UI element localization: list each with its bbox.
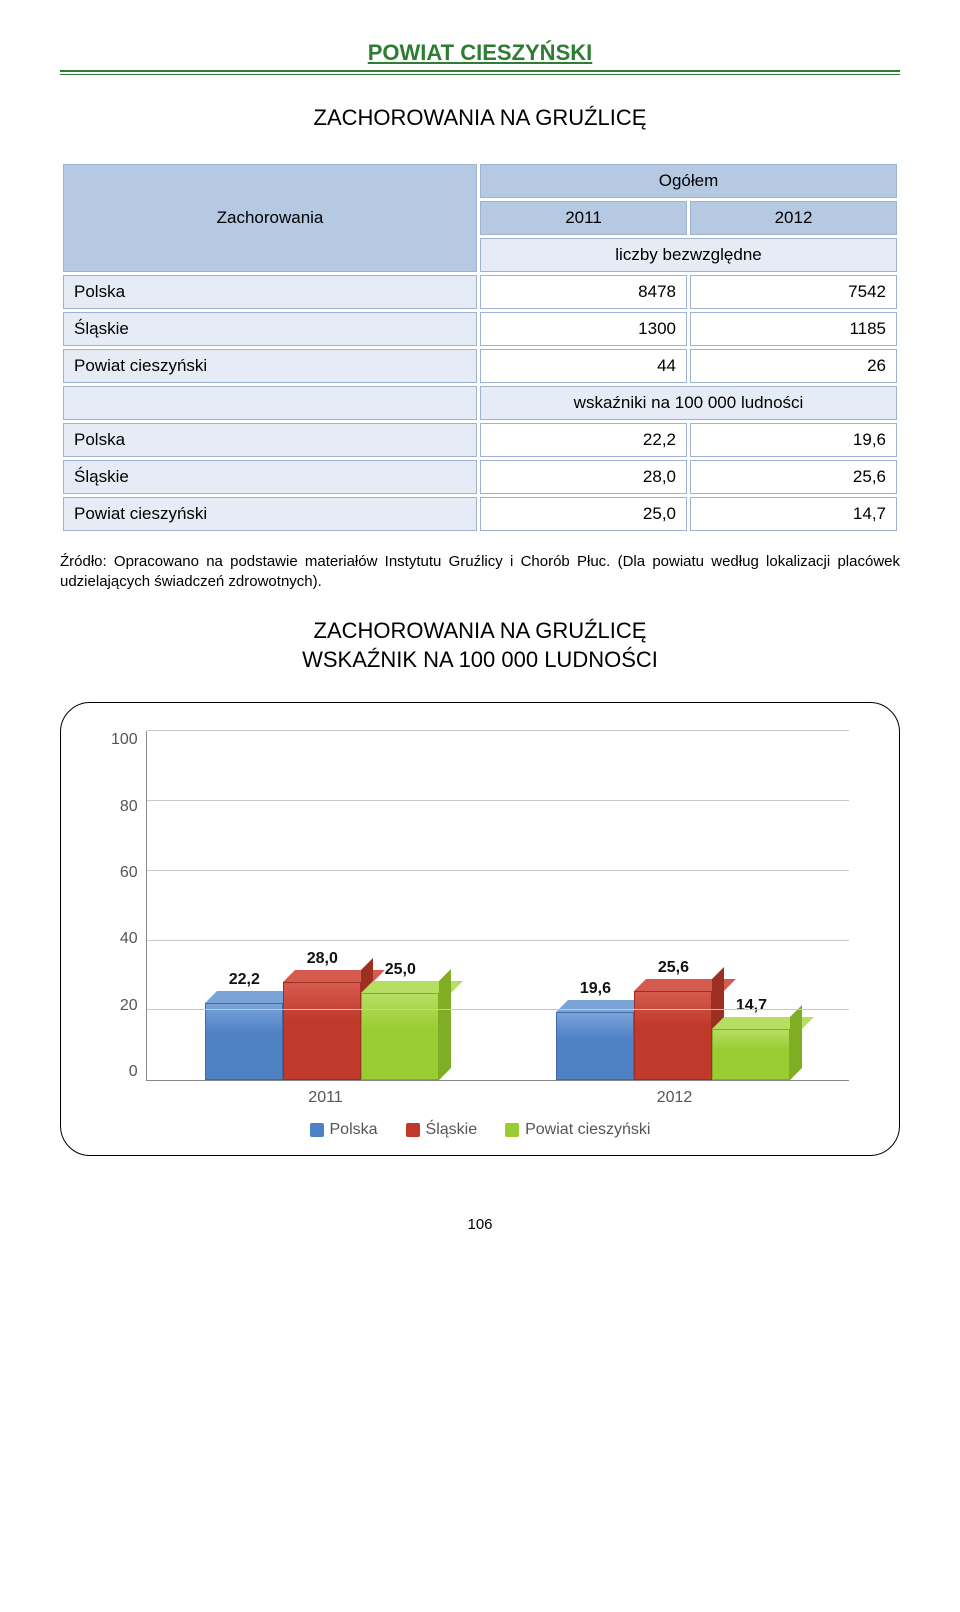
gridline bbox=[147, 1009, 849, 1010]
y-tick-label: 80 bbox=[120, 798, 138, 816]
chart-frame: 100806040200 22,228,025,019,625,614,7 20… bbox=[60, 702, 900, 1156]
cell-label: Polska bbox=[63, 275, 477, 309]
y-tick-label: 0 bbox=[129, 1063, 138, 1081]
cell-label: Polska bbox=[63, 423, 477, 457]
cell-val: 44 bbox=[480, 349, 687, 383]
y-tick-label: 40 bbox=[120, 930, 138, 948]
cell-val: 26 bbox=[690, 349, 897, 383]
cell-val: 28,0 bbox=[480, 460, 687, 494]
bar: 22,2 bbox=[205, 1003, 283, 1080]
header-rule-2 bbox=[60, 74, 900, 75]
chart-title-line2: WSKAŹNIK NA 100 000 LUDNOŚCI bbox=[302, 647, 658, 672]
plot: 22,228,025,019,625,614,7 bbox=[146, 731, 849, 1081]
bar-value-label: 25,0 bbox=[361, 961, 439, 979]
bar-side bbox=[790, 1005, 802, 1080]
y-tick-label: 60 bbox=[120, 864, 138, 882]
cell-spacer bbox=[63, 386, 477, 420]
x-tick-label: 2011 bbox=[151, 1089, 500, 1107]
cell-label: Powiat cieszyński bbox=[63, 497, 477, 531]
th-year-0: 2011 bbox=[480, 201, 687, 235]
cell-val: 22,2 bbox=[480, 423, 687, 457]
bar: 19,6 bbox=[556, 1012, 634, 1080]
bars-wrap: 22,228,025,019,625,614,7 bbox=[147, 731, 849, 1080]
th-sub1: liczby bezwzględne bbox=[480, 238, 897, 272]
gridline bbox=[147, 870, 849, 871]
bar-side bbox=[439, 969, 451, 1080]
th-sub2: wskaźniki na 100 000 ludności bbox=[480, 386, 897, 420]
bar: 14,7 bbox=[712, 1029, 790, 1080]
cell-val: 7542 bbox=[690, 275, 897, 309]
header-rule-1 bbox=[60, 70, 900, 72]
x-tick-label: 2012 bbox=[500, 1089, 849, 1107]
chart-title-line1: ZACHOROWANIA NA GRUŹLICĘ bbox=[314, 618, 647, 643]
cell-label: Śląskie bbox=[63, 312, 477, 346]
bar: 25,0 bbox=[361, 993, 439, 1080]
cell-val: 19,6 bbox=[690, 423, 897, 457]
gridline bbox=[147, 800, 849, 801]
source-note: Źródło: Opracowano na podstawie materiał… bbox=[60, 552, 900, 591]
chart-title: ZACHOROWANIA NA GRUŹLICĘ WSKAŹNIK NA 100… bbox=[60, 617, 900, 674]
bar-front bbox=[556, 1012, 634, 1080]
cell-val: 1300 bbox=[480, 312, 687, 346]
legend-swatch bbox=[505, 1123, 519, 1137]
cell-val: 14,7 bbox=[690, 497, 897, 531]
x-axis-labels: 20112012 bbox=[151, 1089, 849, 1107]
bar-value-label: 28,0 bbox=[283, 950, 361, 968]
legend-label: Śląskie bbox=[426, 1121, 478, 1139]
legend-item: Polska bbox=[310, 1121, 378, 1139]
page-number: 106 bbox=[60, 1216, 900, 1233]
th-year-1: 2012 bbox=[690, 201, 897, 235]
legend-label: Polska bbox=[330, 1121, 378, 1139]
y-tick-label: 20 bbox=[120, 997, 138, 1015]
bar-front bbox=[205, 1003, 283, 1080]
cell-val: 25,0 bbox=[480, 497, 687, 531]
bar-value-label: 22,2 bbox=[205, 971, 283, 989]
bar-front bbox=[361, 993, 439, 1080]
legend-swatch bbox=[310, 1123, 324, 1137]
bar-front bbox=[283, 982, 361, 1080]
bar-value-label: 19,6 bbox=[556, 980, 634, 998]
th-rowheader: Zachorowania bbox=[63, 164, 477, 272]
bar-group: 22,228,025,0 bbox=[147, 731, 498, 1080]
legend-label: Powiat cieszyński bbox=[525, 1121, 650, 1139]
section-title: ZACHOROWANIA NA GRUŹLICĘ bbox=[60, 105, 900, 131]
cell-val: 8478 bbox=[480, 275, 687, 309]
cell-val: 1185 bbox=[690, 312, 897, 346]
legend-item: Powiat cieszyński bbox=[505, 1121, 650, 1139]
bar-value-label: 25,6 bbox=[634, 959, 712, 977]
bar-front bbox=[634, 991, 712, 1080]
gridline bbox=[147, 730, 849, 731]
bar: 28,0 bbox=[283, 982, 361, 1080]
cell-val: 25,6 bbox=[690, 460, 897, 494]
data-table: Zachorowania Ogółem 2011 2012 liczby bez… bbox=[60, 161, 900, 534]
y-tick-label: 100 bbox=[111, 731, 138, 749]
cell-label: Powiat cieszyński bbox=[63, 349, 477, 383]
th-group: Ogółem bbox=[480, 164, 897, 198]
y-axis: 100 80 60 40 20 0 bbox=[111, 731, 146, 1081]
cell-label: Śląskie bbox=[63, 460, 477, 494]
legend-swatch bbox=[406, 1123, 420, 1137]
bar-value-label: 14,7 bbox=[712, 997, 790, 1015]
chart-legend: Polska Śląskie Powiat cieszyński bbox=[111, 1121, 849, 1139]
page-header-title: POWIAT CIESZYŃSKI bbox=[60, 40, 900, 66]
bar: 25,6 bbox=[634, 991, 712, 1080]
bar-front bbox=[712, 1029, 790, 1080]
bar-group: 19,625,614,7 bbox=[498, 731, 849, 1080]
chart-area: 100806040200 22,228,025,019,625,614,7 bbox=[111, 731, 849, 1081]
legend-item: Śląskie bbox=[406, 1121, 478, 1139]
gridline bbox=[147, 940, 849, 941]
